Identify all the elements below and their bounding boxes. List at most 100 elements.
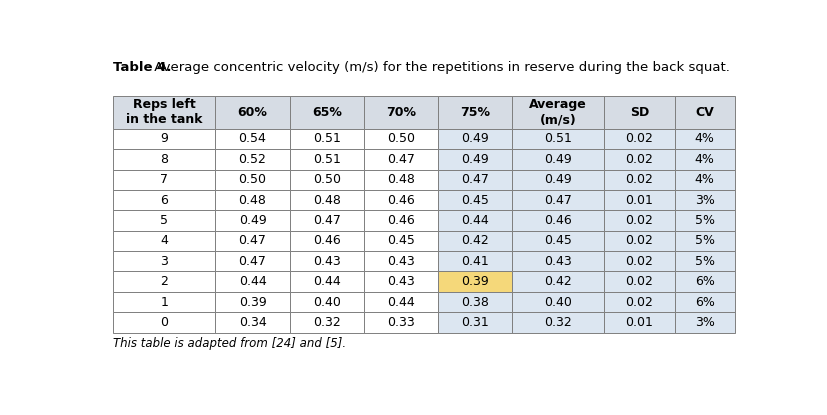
Bar xyxy=(289,251,364,271)
Bar xyxy=(215,271,289,292)
Text: 0.46: 0.46 xyxy=(387,214,415,227)
Text: 0.43: 0.43 xyxy=(313,255,341,268)
Bar xyxy=(675,251,734,271)
Bar xyxy=(438,292,512,312)
Bar xyxy=(364,271,438,292)
Text: 4%: 4% xyxy=(695,153,715,166)
Text: 0.41: 0.41 xyxy=(461,255,489,268)
Text: 0.02: 0.02 xyxy=(625,214,653,227)
Text: 0.33: 0.33 xyxy=(387,316,415,329)
Bar xyxy=(512,169,604,190)
Bar xyxy=(438,129,512,149)
Bar xyxy=(512,251,604,271)
Text: 0.52: 0.52 xyxy=(238,153,266,166)
Bar xyxy=(364,190,438,210)
Text: 0.39: 0.39 xyxy=(461,275,489,288)
Text: 3%: 3% xyxy=(695,194,715,207)
Text: 0.44: 0.44 xyxy=(387,295,415,308)
Bar xyxy=(113,312,215,332)
Bar xyxy=(364,129,438,149)
Bar xyxy=(113,96,215,129)
Text: 0.49: 0.49 xyxy=(239,214,266,227)
Text: 0.42: 0.42 xyxy=(544,275,572,288)
Text: 0.01: 0.01 xyxy=(625,194,653,207)
Text: 0.01: 0.01 xyxy=(625,316,653,329)
Text: 0.39: 0.39 xyxy=(239,295,266,308)
Text: 0.54: 0.54 xyxy=(238,132,266,145)
Bar xyxy=(604,271,675,292)
Text: 0.50: 0.50 xyxy=(238,173,266,186)
Bar xyxy=(289,169,364,190)
Text: 0.45: 0.45 xyxy=(461,194,489,207)
Text: 0.51: 0.51 xyxy=(313,153,341,166)
Text: 0.47: 0.47 xyxy=(238,234,266,247)
Text: 6%: 6% xyxy=(695,295,715,308)
Bar xyxy=(215,190,289,210)
Bar xyxy=(512,271,604,292)
Text: 0.02: 0.02 xyxy=(625,295,653,308)
Bar xyxy=(675,271,734,292)
Bar xyxy=(364,96,438,129)
Bar xyxy=(438,210,512,231)
Text: 5: 5 xyxy=(160,214,168,227)
Bar xyxy=(215,312,289,332)
Text: Average
(m/s): Average (m/s) xyxy=(529,98,587,127)
Text: 0.47: 0.47 xyxy=(461,173,489,186)
Bar xyxy=(675,169,734,190)
Bar xyxy=(675,190,734,210)
Text: 0.38: 0.38 xyxy=(461,295,489,308)
Bar xyxy=(289,149,364,169)
Text: 70%: 70% xyxy=(386,106,416,119)
Bar xyxy=(215,169,289,190)
Text: 0.42: 0.42 xyxy=(461,234,489,247)
Bar xyxy=(364,210,438,231)
Bar xyxy=(512,210,604,231)
Bar xyxy=(512,96,604,129)
Text: 0.49: 0.49 xyxy=(544,153,572,166)
Text: 0.43: 0.43 xyxy=(387,255,415,268)
Bar xyxy=(675,149,734,169)
Bar xyxy=(604,292,675,312)
Bar xyxy=(675,96,734,129)
Text: 0.02: 0.02 xyxy=(625,132,653,145)
Bar xyxy=(113,251,215,271)
Text: 5%: 5% xyxy=(695,214,715,227)
Text: 0.02: 0.02 xyxy=(625,255,653,268)
Bar xyxy=(364,292,438,312)
Bar xyxy=(113,210,215,231)
Text: 0.02: 0.02 xyxy=(625,234,653,247)
Text: 0.43: 0.43 xyxy=(544,255,572,268)
Bar xyxy=(604,190,675,210)
Text: 4%: 4% xyxy=(695,173,715,186)
Bar xyxy=(289,231,364,251)
Text: 0.44: 0.44 xyxy=(313,275,341,288)
Text: 0.47: 0.47 xyxy=(238,255,266,268)
Text: 0.48: 0.48 xyxy=(387,173,415,186)
Text: 5%: 5% xyxy=(695,234,715,247)
Bar xyxy=(113,271,215,292)
Bar xyxy=(215,210,289,231)
Bar xyxy=(438,251,512,271)
Bar xyxy=(289,292,364,312)
Text: 0.48: 0.48 xyxy=(238,194,266,207)
Text: 0.47: 0.47 xyxy=(544,194,572,207)
Bar xyxy=(113,169,215,190)
Text: 5%: 5% xyxy=(695,255,715,268)
Bar xyxy=(113,292,215,312)
Text: 0.45: 0.45 xyxy=(387,234,415,247)
Bar xyxy=(438,149,512,169)
Bar xyxy=(113,190,215,210)
Bar xyxy=(364,231,438,251)
Text: 0.44: 0.44 xyxy=(461,214,489,227)
Bar xyxy=(113,231,215,251)
Bar xyxy=(113,149,215,169)
Bar xyxy=(289,190,364,210)
Text: 0.47: 0.47 xyxy=(387,153,415,166)
Text: 0.46: 0.46 xyxy=(313,234,341,247)
Text: 8: 8 xyxy=(160,153,168,166)
Text: 7: 7 xyxy=(160,173,168,186)
Text: Table 4.: Table 4. xyxy=(113,61,171,74)
Bar xyxy=(512,292,604,312)
Bar xyxy=(364,251,438,271)
Bar xyxy=(364,169,438,190)
